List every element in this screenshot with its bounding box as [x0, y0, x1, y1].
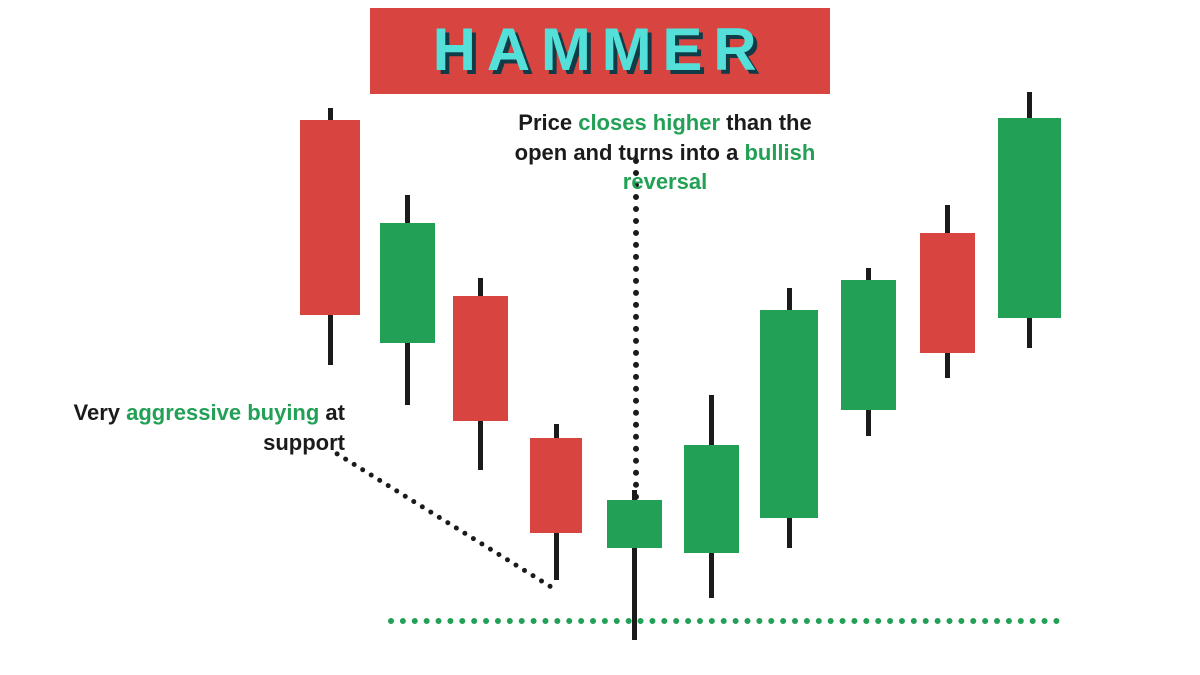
candle-body-0 [300, 120, 360, 315]
candle-body-1 [380, 223, 435, 343]
candle-body-2 [453, 296, 508, 421]
support-line [388, 618, 1060, 624]
center-dotted-line [633, 158, 639, 500]
candle-body-3 [530, 438, 582, 533]
candle-body-9 [998, 118, 1061, 318]
candle-body-6 [760, 310, 818, 518]
candle-body-8 [920, 233, 975, 353]
diagram-stage: HAMMER Price closes higher than the open … [0, 0, 1200, 675]
candle-body-4 [607, 500, 662, 548]
annotation-top: Price closes higher than the open and tu… [500, 108, 830, 197]
leader-line [334, 450, 554, 589]
candle-body-5 [684, 445, 739, 553]
title-badge: HAMMER [370, 8, 830, 94]
annotation-left: Very aggressive buying at support [65, 398, 345, 457]
candle-body-7 [841, 280, 896, 410]
